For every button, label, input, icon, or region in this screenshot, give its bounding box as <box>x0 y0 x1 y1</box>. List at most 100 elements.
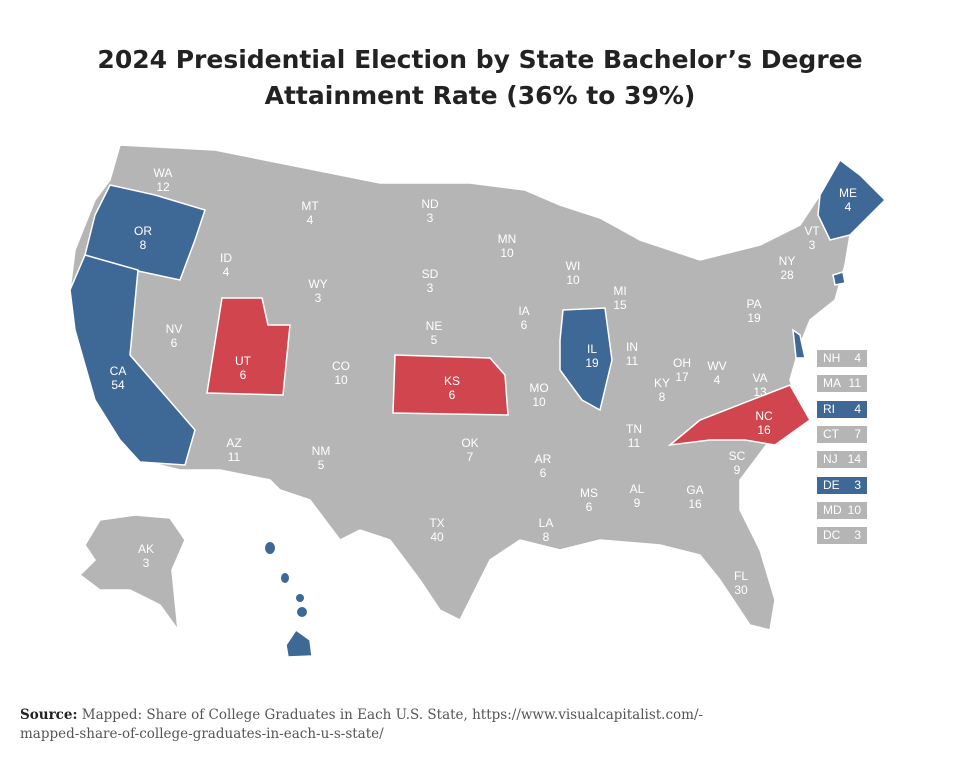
state-label-ia: IA6 <box>518 304 529 332</box>
state-label-al: AL9 <box>630 482 645 510</box>
state-abbr: KY <box>654 376 670 390</box>
state-label-ky: KY8 <box>654 376 670 404</box>
state-abbr: PA <box>746 297 761 311</box>
state-ev: 10 <box>532 395 546 409</box>
state-ev: 5 <box>318 458 325 472</box>
small-state-box-md: MD 10 <box>817 501 867 519</box>
state-abbr: NY <box>779 254 796 268</box>
small-state-box-dc: DC 3 <box>817 527 867 545</box>
state-ev: 8 <box>659 390 666 404</box>
state-ev: 10 <box>334 373 348 387</box>
state-ev: 40 <box>430 530 444 544</box>
state-abbr: MN <box>498 232 517 246</box>
state-abbr: NH <box>823 351 841 365</box>
state-ev: 4 <box>854 401 861 416</box>
state-ev: 14 <box>847 452 861 467</box>
state-shape-or <box>84 184 206 281</box>
state-shape-ri <box>832 271 846 286</box>
state-abbr: IA <box>518 304 529 318</box>
state-label-ak: AK3 <box>138 542 154 570</box>
state-abbr: SD <box>422 267 439 281</box>
state-abbr: DC <box>823 528 841 543</box>
state-label-me: ME4 <box>839 186 857 214</box>
state-label-sc: SC9 <box>729 449 746 477</box>
state-ev: 8 <box>140 238 147 252</box>
state-ev: 30 <box>734 583 748 597</box>
state-label-nd: ND3 <box>421 197 439 225</box>
state-abbr: WI <box>566 259 581 273</box>
state-abbr: NM <box>312 444 331 458</box>
state-ev: 54 <box>111 378 125 392</box>
state-abbr: WY <box>308 277 327 291</box>
source-text: Mapped: Share of College Graduates in Ea… <box>20 707 704 742</box>
small-state-box-ma: MA 11 <box>817 375 867 393</box>
title-line-1: 2024 Presidential Election by State Bach… <box>97 45 863 74</box>
state-label-ok: OK7 <box>461 436 478 464</box>
state-abbr: IN <box>626 340 638 354</box>
state-abbr: MA <box>823 376 841 391</box>
state-ev: 9 <box>634 496 641 510</box>
state-abbr: VA <box>752 371 767 385</box>
state-abbr: HI <box>279 589 291 603</box>
state-abbr: WV <box>707 359 726 373</box>
state-ev: 3 <box>427 211 434 225</box>
small-state-box-nh: NH 4 <box>817 350 867 367</box>
state-abbr: AR <box>535 452 552 466</box>
state-abbr: DE <box>823 477 840 492</box>
state-label-nm: NM5 <box>312 444 331 472</box>
state-abbr: WA <box>154 166 173 180</box>
state-abbr: OR <box>134 224 152 238</box>
state-ev: 3 <box>427 281 434 295</box>
state-label-ut: UT6 <box>235 354 252 382</box>
state-ev: 17 <box>675 370 689 384</box>
small-state-box-de: DE 3 <box>817 476 867 494</box>
state-ev: 19 <box>585 356 599 370</box>
state-ev: 10 <box>500 246 514 260</box>
state-abbr: OH <box>673 356 691 370</box>
state-abbr: CO <box>332 359 350 373</box>
state-ev: 6 <box>171 336 178 350</box>
state-ev: 11 <box>228 450 241 464</box>
state-ev: 28 <box>780 268 794 282</box>
state-abbr: AZ <box>226 436 241 450</box>
state-ev: 4 <box>307 213 314 227</box>
state-ev: 19 <box>747 311 761 325</box>
state-abbr: CA <box>110 364 127 378</box>
state-shape-me <box>817 158 887 241</box>
state-abbr: NC <box>755 409 773 423</box>
state-label-ms: MS6 <box>580 486 598 514</box>
source-label: Source: <box>20 707 78 723</box>
state-shape-ak <box>78 514 186 633</box>
state-abbr: RI <box>823 401 835 416</box>
state-ev: 16 <box>688 497 702 511</box>
state-ev: 4 <box>223 265 230 279</box>
state-abbr: LA <box>539 516 554 530</box>
state-ev: 7 <box>854 426 861 441</box>
state-shape-il <box>559 307 613 412</box>
state-ev: 4 <box>282 603 289 617</box>
state-abbr: NJ <box>823 452 838 467</box>
state-abbr: MI <box>613 284 626 298</box>
state-abbr: AK <box>138 542 154 556</box>
state-abbr: AL <box>630 482 645 496</box>
state-abbr: GA <box>686 483 703 497</box>
state-label-mt: MT4 <box>301 199 319 227</box>
state-label-hi: HI4 <box>279 589 291 617</box>
source-note: Source: Mapped: Share of College Graduat… <box>20 706 760 744</box>
